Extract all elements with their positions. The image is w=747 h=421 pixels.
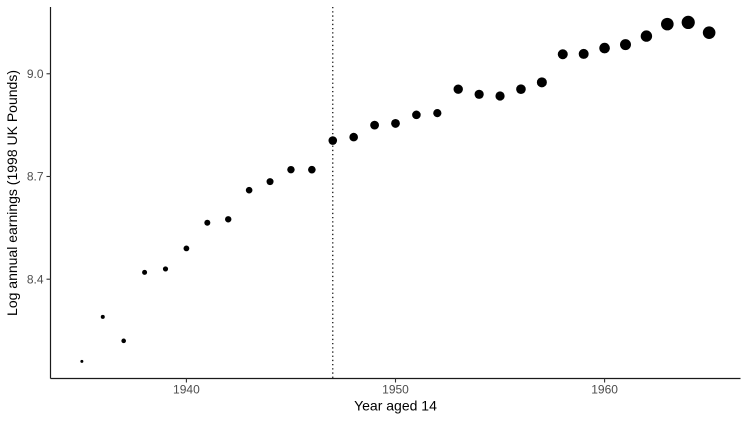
data-point xyxy=(266,178,274,186)
data-point xyxy=(412,110,421,120)
data-point xyxy=(349,132,358,142)
y-tick-label: 8.7 xyxy=(27,170,44,184)
data-point xyxy=(245,186,253,194)
y-tick-label: 9.0 xyxy=(27,67,44,81)
data-point xyxy=(640,30,653,42)
data-point xyxy=(474,89,484,99)
data-point xyxy=(121,338,126,344)
data-point xyxy=(495,91,505,101)
data-point xyxy=(308,165,316,174)
data-point xyxy=(287,165,295,174)
data-point xyxy=(536,77,547,88)
x-axis-title: Year aged 14 xyxy=(354,398,437,414)
data-point xyxy=(578,48,589,59)
data-point xyxy=(557,49,568,60)
data-point xyxy=(391,119,400,128)
data-point xyxy=(100,314,105,319)
data-point xyxy=(599,42,610,54)
y-axis-title: Log annual earnings (1998 UK Pounds) xyxy=(4,70,20,316)
data-point xyxy=(225,216,232,223)
data-point xyxy=(162,266,169,272)
data-point xyxy=(80,359,84,363)
data-point xyxy=(328,136,338,145)
data-point xyxy=(516,84,526,94)
data-point xyxy=(681,15,695,30)
data-point xyxy=(702,26,716,39)
data-point xyxy=(183,245,190,252)
data-point xyxy=(142,269,148,275)
data-point xyxy=(453,84,463,94)
data-point xyxy=(370,120,379,130)
x-tick-label: 1960 xyxy=(591,383,618,397)
x-tick-label: 1950 xyxy=(382,383,409,397)
data-point xyxy=(433,109,442,118)
data-point xyxy=(204,219,211,226)
data-point xyxy=(620,39,631,51)
y-tick-label: 8.4 xyxy=(27,272,44,286)
plot-area: 1940 1950 1960 8.4 8.7 9.0 xyxy=(27,7,741,397)
x-tick-label: 1940 xyxy=(173,383,200,397)
data-point xyxy=(661,17,674,31)
